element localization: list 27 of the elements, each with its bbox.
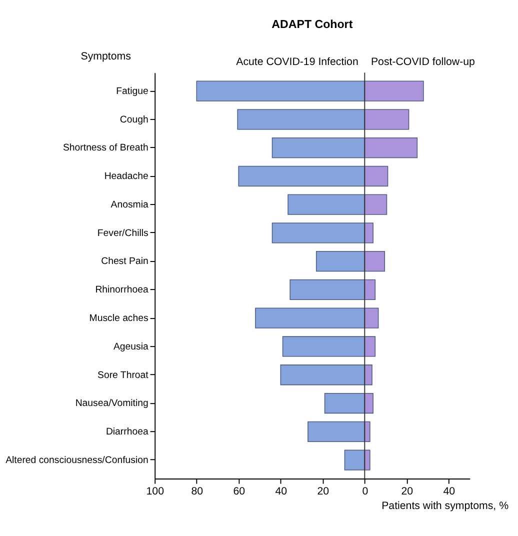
series-label: Post-COVID follow-up: [370, 56, 475, 68]
y-tick-label: Diarrhoea: [106, 426, 149, 438]
x-tick-label: 20: [317, 485, 330, 498]
x-tick-label: 100: [146, 485, 164, 498]
y-tick-label: Headache: [104, 171, 148, 182]
y-tick-label: Muscle aches: [89, 313, 149, 324]
y-tick-label: Rhinorrhoea: [95, 284, 149, 296]
y-tick-label: Sore Throat: [98, 370, 149, 381]
y-tick-label: Altered consciousness/Confusion: [6, 454, 148, 466]
y-tick-label: Ageusia: [113, 341, 149, 352]
y-tick-label: Fever/Chills: [97, 228, 149, 239]
y-axis-title: Symptoms: [80, 50, 131, 63]
y-tick-label: Nausea/Vomiting: [75, 398, 148, 410]
x-tick-label: 20: [401, 485, 414, 498]
y-tick-label: Fatigue: [116, 86, 148, 97]
x-tick-label: 40: [443, 485, 456, 498]
series-label: Acute COVID-19 Infection: [236, 56, 358, 68]
x-tick-label: 0: [362, 485, 368, 498]
x-axis-title: Patients with symptoms, %: [382, 500, 510, 512]
y-tick-label: Chest Pain: [101, 256, 148, 268]
x-tick-label: 40: [275, 485, 288, 498]
x-tick-label: 80: [191, 485, 204, 498]
y-tick-label: Shortness of Breath: [62, 142, 148, 154]
chart-title: ADAPT Cohort: [272, 19, 353, 32]
y-tick-label: Anosmia: [110, 199, 149, 210]
x-tick-label: 60: [233, 485, 246, 498]
y-tick-label: Cough: [120, 114, 148, 126]
